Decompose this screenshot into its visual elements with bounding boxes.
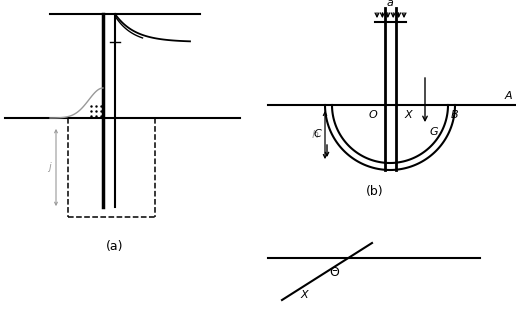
Text: X: X [300,290,308,300]
Text: (b): (b) [366,185,384,198]
Text: B: B [451,110,459,120]
Text: Θ: Θ [329,266,339,279]
Text: j: j [47,163,51,173]
Text: a: a [386,0,393,8]
Text: (a): (a) [106,240,124,253]
Text: A: A [504,91,512,101]
Text: C: C [313,129,321,139]
Text: O: O [368,110,377,120]
Text: X: X [404,110,412,120]
Text: h: h [312,130,319,140]
Text: G: G [430,127,439,137]
